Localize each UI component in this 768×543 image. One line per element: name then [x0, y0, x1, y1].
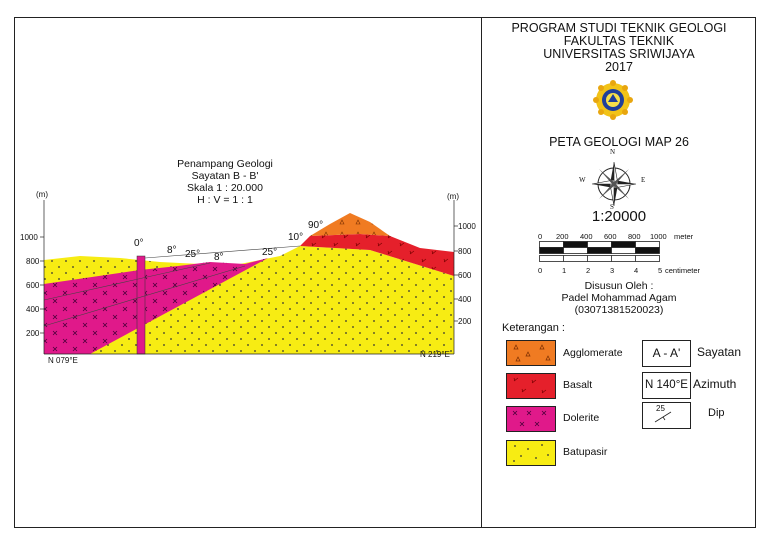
- dip-label: 10°: [288, 232, 304, 243]
- left-tick-200: 200: [26, 329, 40, 338]
- section-unit-left: (m): [36, 190, 48, 199]
- section-title: Penampang Geologi: [177, 158, 273, 170]
- left-tick-800: 800: [26, 257, 40, 266]
- header-year: 2017: [605, 60, 633, 74]
- right-tick-600: 600: [458, 271, 472, 280]
- scale-ratio: 1:20000: [591, 208, 647, 225]
- legend-title: Keterangan :: [502, 322, 565, 334]
- azimuth-end: N 219°E: [420, 350, 450, 359]
- legend-swatch-agglomerate: [506, 340, 556, 366]
- map-frame: [14, 17, 756, 528]
- university-logo-icon: [593, 80, 633, 120]
- dip-label: 25°: [262, 247, 278, 258]
- panel-divider: [481, 17, 482, 528]
- legend-azimuth-label: Azimuth: [693, 377, 737, 391]
- author-label: Disusun Oleh :: [584, 280, 654, 292]
- section-title-block: Penampang Geologi Sayatan B - B' Skala 1…: [150, 158, 300, 206]
- section-subtitle: Sayatan B - B': [191, 170, 259, 182]
- compass-north-label: N: [610, 148, 616, 156]
- left-tick-600: 600: [26, 281, 40, 290]
- left-tick-1000: 1000: [20, 233, 38, 242]
- legend-label-agglomerate: Agglomerate: [563, 347, 623, 359]
- dip-label: 90°: [308, 220, 324, 231]
- unit-dolerite: [44, 255, 268, 355]
- header-university: UNIVERSITAS SRIWIJAYA: [543, 47, 695, 61]
- compass-south-label: S: [610, 203, 614, 211]
- scale-tick-m-0: 0: [538, 232, 543, 241]
- legend-swatch-basalt: [506, 373, 556, 399]
- compass-rose: [588, 158, 640, 210]
- compass-east-label: E: [641, 176, 646, 184]
- legend-label-dolerite: Dolerite: [563, 412, 600, 424]
- legend-dip-symbol: 25: [642, 402, 691, 429]
- section-unit-right: (m): [447, 192, 459, 201]
- header-faculty: FAKULTAS TEKNIK: [563, 34, 675, 48]
- dip-label: 8°: [214, 252, 224, 263]
- author-block: Disusun Oleh : Padel Mohammad Agam (0307…: [482, 280, 756, 316]
- legend-sayatan-label: Sayatan: [697, 345, 742, 359]
- author-id: (03071381520023): [574, 304, 664, 316]
- legend-dip-label: Dip: [708, 407, 725, 419]
- scale-tick-cm-5: 5: [658, 266, 663, 275]
- author-name: Padel Mohammad Agam: [561, 292, 677, 304]
- dip-symbol-value: 25: [656, 404, 665, 413]
- right-tick-200: 200: [458, 317, 472, 326]
- scale-tick-cm-2: 2: [586, 266, 591, 275]
- scale-unit-centimeter: centimeter: [665, 266, 701, 275]
- scale-tick-cm-3: 3: [610, 266, 615, 275]
- scale-tick-m-1000: 1000: [650, 232, 667, 241]
- dip-label: 25°: [185, 249, 201, 260]
- map-title: PETA GEOLOGI MAP 26: [549, 135, 689, 149]
- legend-sayatan-symbol: A - A': [642, 340, 691, 367]
- compass-rose-icon: [591, 161, 637, 207]
- scale-tick-m-400: 400: [580, 232, 593, 241]
- azimuth-start: N 079°E: [48, 356, 78, 365]
- scale-tick-cm-4: 4: [634, 266, 639, 275]
- unit-basalt: [300, 234, 454, 276]
- legend-label-batupasir: Batupasir: [563, 446, 608, 458]
- scale-tick-cm-1: 1: [562, 266, 567, 275]
- scale-tick-m-600: 600: [604, 232, 617, 241]
- scale-tick-m-800: 800: [628, 232, 641, 241]
- right-tick-1000: 1000: [458, 222, 476, 231]
- scale-tick-cm-0: 0: [538, 266, 543, 275]
- unit-agglomerate: [310, 213, 390, 236]
- legend-label-basalt: Basalt: [563, 379, 593, 391]
- right-tick-800: 800: [458, 247, 472, 256]
- compass-west-label: W: [579, 176, 586, 184]
- scale-unit-meter: meter: [674, 232, 694, 241]
- dip-label: 8°: [167, 245, 177, 256]
- right-tick-400: 400: [458, 295, 472, 304]
- scale-bar: [539, 241, 660, 262]
- legend-azimuth-symbol: N 140°E: [642, 372, 691, 399]
- dip-label: 0°: [134, 238, 144, 249]
- section-scale: Skala 1 : 20.000: [187, 182, 263, 194]
- legend-swatch-dolerite: [506, 406, 556, 432]
- left-tick-400: 400: [26, 305, 40, 314]
- institution-header: PROGRAM STUDI TEKNIK GEOLOGI FAKULTAS TE…: [482, 22, 756, 74]
- header-program: PROGRAM STUDI TEKNIK GEOLOGI: [511, 21, 727, 35]
- dip-symbol-icon: [654, 411, 672, 423]
- legend-swatch-batupasir: [506, 440, 556, 466]
- section-hv: H : V = 1 : 1: [197, 194, 253, 206]
- scale-tick-m-200: 200: [556, 232, 569, 241]
